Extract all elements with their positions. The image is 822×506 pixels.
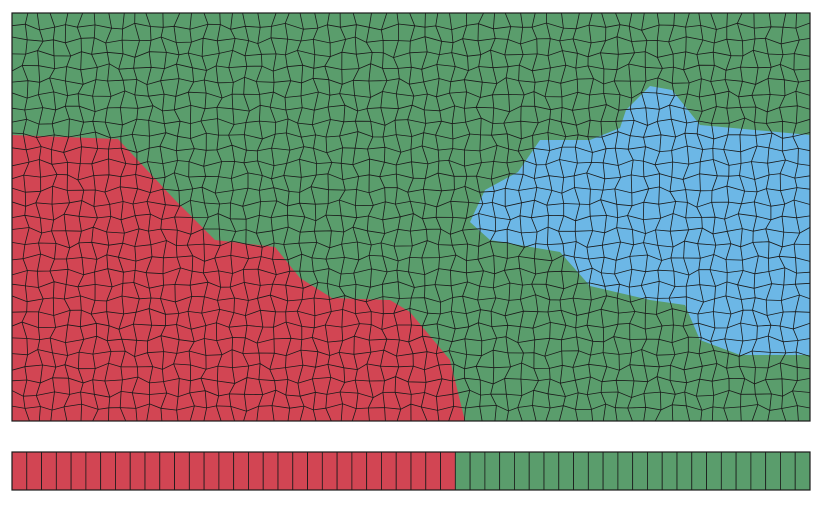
strip-cell-red (366, 451, 382, 491)
strip-cell-red (381, 451, 397, 491)
strip-cell-red (203, 451, 220, 491)
strip-cell-green (706, 451, 722, 491)
strip-cell-green (676, 451, 693, 491)
mesh-line-horizontal (12, 90, 810, 99)
strip-border (11, 451, 811, 491)
strip-cell-red (233, 451, 249, 491)
strip-cell-green (780, 451, 796, 491)
mesh-line-horizontal (12, 63, 810, 72)
strip-cell-green (750, 451, 767, 491)
strip-cell-red (410, 451, 427, 491)
mesh-line-horizontal (12, 131, 810, 140)
strip-cell-red (277, 451, 294, 491)
mesh-line-horizontal (12, 172, 810, 181)
mesh-line-horizontal (12, 36, 810, 45)
strip-cell-green (454, 451, 471, 491)
strip-cell-green (735, 451, 752, 491)
mesh-line-horizontal (12, 294, 810, 303)
main-mesh-panel (11, 12, 811, 422)
strip-cell-green (617, 451, 634, 491)
strip-cell-red (55, 451, 72, 491)
strip-cell-red (188, 451, 205, 491)
mesh-line-horizontal (12, 213, 810, 222)
strip-cell-green (573, 451, 589, 491)
strip-cell-red (85, 451, 102, 491)
strip-cell-red (395, 451, 412, 491)
strip-cell-red (41, 451, 57, 491)
strip-cell-green (514, 451, 530, 491)
mesh-line-horizontal (12, 199, 810, 208)
mesh-line-horizontal (12, 253, 810, 262)
strip-cell-green (647, 451, 663, 491)
strip-cell-green (469, 451, 486, 491)
strip-cell-green (543, 451, 560, 491)
mesh-line-horizontal (12, 389, 810, 399)
strip-cell-red (425, 451, 441, 491)
mesh-line-horizontal (12, 376, 810, 385)
boundary-strip (11, 451, 811, 491)
strip-cell-green (558, 451, 574, 491)
strip-cell-red (336, 451, 353, 491)
strip-cell-green (602, 451, 619, 491)
strip-cell-green (484, 451, 501, 491)
mesh-line-horizontal (12, 49, 810, 59)
strip-cell-red (115, 451, 131, 491)
strip-cell-green (794, 451, 811, 491)
mesh-line-horizontal (12, 76, 810, 86)
mesh-line-horizontal (12, 185, 810, 194)
strip-cell-red (100, 451, 116, 491)
strip-cell-red (351, 451, 368, 491)
strip-cell-red (307, 451, 323, 491)
strip-cell-green (661, 451, 678, 491)
mesh-line-horizontal (12, 144, 810, 154)
strip-cell-red (174, 451, 190, 491)
mesh-line-horizontal (12, 280, 810, 290)
strip-cell-red (129, 451, 146, 491)
strip-cell-red (70, 451, 87, 491)
mesh-line-horizontal (12, 22, 810, 31)
strip-cell-red (11, 451, 28, 491)
strip-cell-green (528, 451, 545, 491)
mesh-grid-lines (12, 13, 810, 421)
strip-cell-green (587, 451, 604, 491)
red-region (12, 135, 465, 421)
mesh-line-horizontal (12, 240, 810, 249)
strip-cell-red (144, 451, 161, 491)
strip-cell-green (765, 451, 781, 491)
mesh-line-horizontal (12, 335, 810, 344)
strip-cell-green (499, 451, 515, 491)
strip-cell-red (248, 451, 264, 491)
mesh-line-horizontal (12, 158, 810, 167)
strip-cell-green (720, 451, 737, 491)
mesh-line-horizontal (12, 226, 810, 235)
strip-cell-red (262, 451, 279, 491)
strip-cell-green (632, 451, 648, 491)
mesh-line-horizontal (12, 104, 810, 113)
strip-cell-red (292, 451, 308, 491)
mesh-line-horizontal (12, 307, 810, 317)
mesh-line-horizontal (12, 403, 810, 412)
mesh-line-horizontal (12, 362, 810, 371)
mesh-border (11, 12, 811, 422)
mesh-line-horizontal (12, 117, 810, 126)
strip-cell-red (159, 451, 175, 491)
strip-cell-red (440, 451, 456, 491)
strip-cell-red (218, 451, 235, 491)
mesh-line-horizontal (12, 267, 810, 276)
strip-cell-red (26, 451, 42, 491)
strip-cell-red (321, 451, 338, 491)
mesh-line-horizontal (12, 321, 810, 330)
mesh-line-horizontal (12, 349, 810, 358)
strip-cell-green (691, 451, 707, 491)
